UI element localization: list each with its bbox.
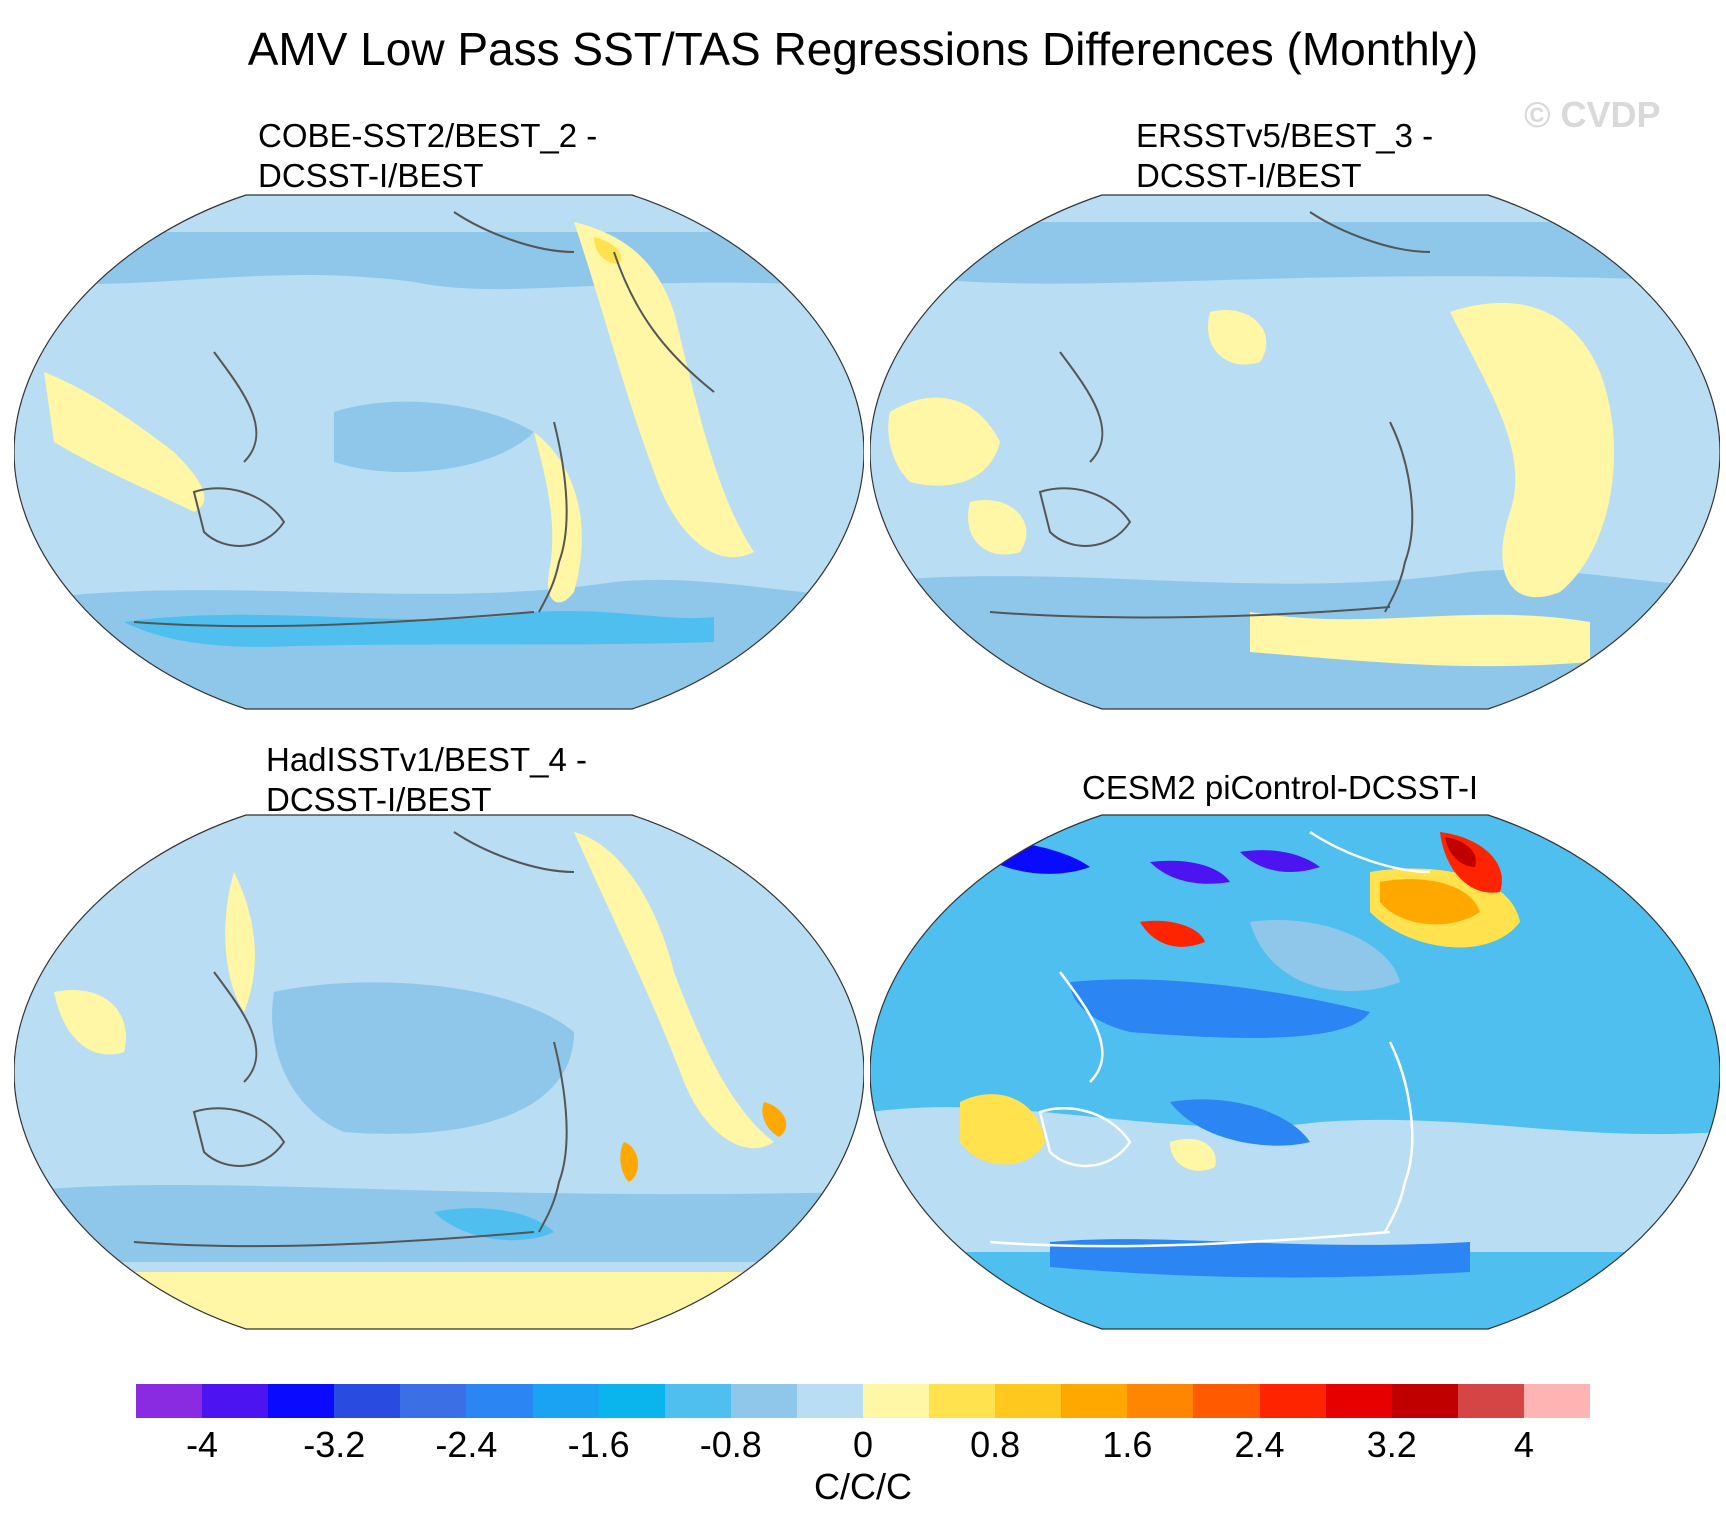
colorbar-swatch [400, 1384, 467, 1418]
positive-anomaly-region [574, 222, 754, 558]
colorbar-swatch [1391, 1384, 1459, 1418]
colorbar-swatch [202, 1384, 269, 1418]
very-strong-negative-region [1240, 850, 1320, 872]
colorbar-swatch [863, 1384, 930, 1418]
colorbar-swatch [995, 1384, 1062, 1418]
positive-anomaly-region [225, 872, 255, 1012]
colorbar-swatch [1061, 1384, 1128, 1418]
colorbar-tick-label: 2.4 [1234, 1424, 1285, 1465]
map-ersst-svg [870, 194, 1720, 710]
colorbar-tick-label: 1.6 [1102, 1424, 1153, 1465]
colorbar-swatch [466, 1384, 534, 1418]
map-cesm2-svg [870, 814, 1720, 1330]
map-panel-hadisst [14, 812, 864, 1332]
cvdp-watermark: © CVDP [1524, 94, 1661, 135]
positive-anomaly-region [1250, 612, 1590, 667]
positive-anomaly-region [1170, 1138, 1216, 1171]
panel-3-label-line2: DCSST-I/BEST [266, 781, 492, 818]
positive-anomaly-region [888, 397, 1000, 486]
colorbar-tick-label: -0.8 [699, 1424, 762, 1465]
positive-anomaly-region [1450, 302, 1615, 598]
positive-anomaly-region [534, 432, 582, 603]
colorbar-swatch [334, 1384, 401, 1418]
map-cobe-svg [14, 194, 864, 710]
colorbar-units: C/C/C [814, 1466, 912, 1507]
negative-anomaly-region [272, 982, 574, 1134]
colorbar-tick-label: 0.8 [970, 1424, 1021, 1465]
map-hadisst-svg [14, 814, 864, 1330]
positive-anomaly-region [44, 372, 205, 512]
very-strong-positive-region [1140, 920, 1205, 947]
colorbar-swatch [1259, 1384, 1327, 1418]
strong-negative-region [1170, 1099, 1310, 1146]
colorbar-swatch [1127, 1384, 1194, 1418]
colorbar-swatch [598, 1384, 666, 1418]
strong-negative-region [1050, 1239, 1470, 1278]
figure-title: AMV Low Pass SST/TAS Regressions Differe… [247, 23, 1479, 75]
panel-3-label: HadISSTv1/BEST_4 - DCSST-I/BEST [266, 740, 587, 820]
panel-2-label-line1: ERSSTv5/BEST_3 - [1136, 117, 1434, 154]
colorbar-swatch [929, 1384, 996, 1418]
moderate-positive-region [620, 1142, 639, 1182]
extreme-positive-region [1445, 837, 1476, 867]
panel-1-label-line1: COBE-SST2/BEST_2 - [258, 117, 598, 154]
colorbar [136, 1384, 1591, 1418]
panel-4-label-line1: CESM2 piControl-DCSST-I [1082, 769, 1479, 806]
colorbar-swatch [730, 1384, 798, 1418]
colorbar-tick-label: -4 [186, 1424, 219, 1465]
panel-2-label-line2: DCSST-I/BEST [1136, 157, 1362, 194]
colorbar-swatch [532, 1384, 600, 1418]
positive-anomaly-region [54, 990, 126, 1055]
weak-negative-region [870, 1107, 1720, 1252]
strong-negative-region [124, 610, 714, 647]
weak-negative-region [1250, 920, 1400, 992]
positive-anomaly-region [574, 832, 774, 1149]
colorbar-swatch [664, 1384, 732, 1418]
colorbar-tick-label: 0 [852, 1424, 874, 1465]
coastline [989, 211, 1431, 619]
panel-1-label-line2: DCSST-I/BEST [258, 157, 484, 194]
colorbar-tick-label: -3.2 [303, 1424, 366, 1465]
colorbar-swatch [1193, 1384, 1261, 1418]
negative-anomaly-region [870, 222, 1720, 284]
map-panel-cesm2 [870, 812, 1720, 1332]
negative-anomaly-region [14, 1184, 864, 1262]
negative-anomaly-region [14, 232, 864, 290]
negative-anomaly-region [334, 401, 534, 472]
moderate-positive-region [594, 237, 622, 264]
colorbar-tick-label: -1.6 [567, 1424, 630, 1465]
negative-anomaly-region [14, 579, 864, 709]
coastline-white [989, 830, 1431, 1248]
colorbar-tick-label: 4 [1513, 1424, 1534, 1465]
positive-anomaly-region [968, 500, 1027, 555]
strong-negative-region [1070, 979, 1370, 1038]
colorbar-swatch [796, 1384, 864, 1418]
map-panel-ersst [870, 192, 1720, 712]
colorbar-tick-label: 3.2 [1366, 1424, 1417, 1465]
colorbar-swatch [1523, 1384, 1591, 1418]
coastline [133, 831, 575, 1248]
panel-2-label: ERSSTv5/BEST_3 - DCSST-I/BEST [1136, 116, 1433, 196]
very-strong-negative-region [1150, 860, 1230, 884]
colorbar-swatch [1325, 1384, 1393, 1418]
coastline [133, 211, 715, 628]
strong-positive-region [1380, 879, 1480, 925]
positive-anomaly-region [960, 1094, 1045, 1165]
colorbar-swatch [1457, 1384, 1525, 1418]
colorbar-swatch [136, 1384, 203, 1418]
panel-1-label: COBE-SST2/BEST_2 - DCSST-I/BEST [258, 116, 597, 196]
map-panel-cobe [14, 192, 864, 712]
moderate-positive-region [762, 1102, 787, 1137]
colorbar-tick-label: -2.4 [435, 1424, 498, 1465]
positive-anomaly-region [14, 1272, 864, 1329]
colorbar-swatch [268, 1384, 335, 1418]
positive-anomaly-region [1208, 310, 1267, 365]
panel-3-label-line1: HadISSTv1/BEST_4 - [266, 741, 587, 778]
panel-4-label: CESM2 piControl-DCSST-I [1082, 768, 1478, 808]
